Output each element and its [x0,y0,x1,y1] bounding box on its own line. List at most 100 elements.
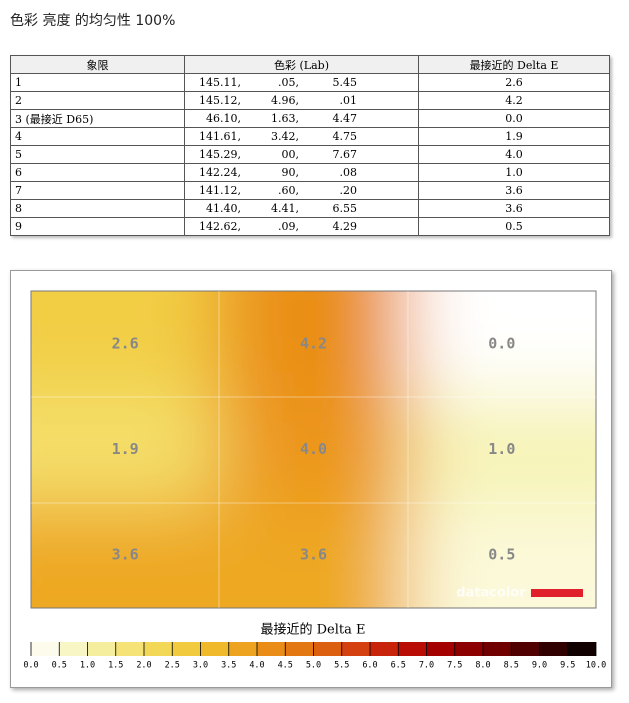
lab-value: 46.10, 1.63, 4.47 [184,109,419,128]
colorbar-tick-label: 6.5 [391,661,406,671]
colorbar-tick-label: 8.5 [504,661,519,671]
lab-component: 4.96, [271,94,299,107]
lab-component: 3.42, [271,130,299,143]
lab-component: 141.12, [199,184,241,197]
cell-label: 3.6 [112,546,139,564]
quadrant: 3 (最接近 D65) [10,109,185,128]
delta-e: 4.2 [418,91,610,110]
lab-component: 4.29 [332,220,358,233]
heat-cell [219,291,408,397]
colorbar-segment [257,642,286,656]
heat-cell [219,502,408,608]
cell-label: 4.2 [300,334,327,352]
colorbar-title: 最接近的 Delta E [260,622,365,638]
lab-component: 141.61, [199,130,241,143]
colorbar-segment [370,642,399,656]
heat-cell [31,396,220,503]
quadrant: 8 [10,199,185,218]
quadrant: 2 [10,91,185,110]
lab-value: 145.29, 00, 7.67 [184,145,419,164]
delta-e: 4.0 [418,145,610,164]
lab-component: 6.55 [332,202,358,215]
lab-component: 142.24, [199,166,241,179]
table-row: 8 41.40, 4.41, 6.55 3.6 [10,199,610,218]
colorbar-segment [313,642,342,656]
lab-value: 142.62, .09, 4.29 [184,217,419,236]
column-header: 色彩 (Lab) [184,55,419,74]
table-row: 6 142.24, 90, .08 1.0 [10,163,610,182]
colorbar-tick-label: 0.0 [23,661,38,671]
colorbar-segment [454,642,483,656]
delta-e: 1.9 [418,127,610,146]
colorbar-segment [511,642,540,656]
cell-label: 0.0 [488,334,515,352]
heat-cell [407,396,596,503]
delta-e: 3.6 [418,181,610,200]
cell-label: 1.9 [112,440,139,458]
colorbar-segment [144,642,173,656]
colorbar-segment [341,642,370,656]
delta-e: 1.0 [418,163,610,182]
colorbar-segment [87,642,116,656]
lab-value: 41.40, 4.41, 6.55 [184,199,419,218]
delta-e: 0.0 [418,109,610,128]
delta-e: 0.5 [418,217,610,236]
colorbar-tick-label: 2.5 [165,661,180,671]
lab-component: 46.10, [206,112,241,125]
lab-component: .05, [278,76,299,89]
table-row: 2 145.12, 4.96, .01 4.2 [10,91,610,110]
quadrant: 9 [10,217,185,236]
lab-value: 141.61, 3.42, 4.75 [184,127,419,146]
colorbar-segment [59,642,88,656]
delta-e: 3.6 [418,199,610,218]
lab-component: 145.11, [199,76,241,89]
delta-e: 2.6 [418,73,610,92]
colorbar-tick-label: 4.5 [278,661,293,671]
colorbar-tick-label: 5.0 [306,661,321,671]
lab-value: 142.24, 90, .08 [184,163,419,182]
column-header: 最接近的 Delta E [418,55,610,74]
lab-component: 145.12, [199,94,241,107]
colorbar-tick-label: 1.5 [108,661,123,671]
lab-value: 145.12, 4.96, .01 [184,91,419,110]
cell-label: 0.5 [488,546,515,564]
lab-component: 7.67 [332,148,358,161]
heat-cell [407,291,596,397]
data-table: 象限 色彩 (Lab) 最接近的 Delta E 1 145.11, .05, 5.45 2.… [10,55,610,236]
quadrant: 7 [10,181,185,200]
page-title: 色彩 亮度 的均匀性 100% [10,13,176,29]
lab-component: .09, [278,220,299,233]
cell-label: 2.6 [112,334,139,352]
lab-component: 4.75 [332,130,358,143]
lab-component: 5.45 [332,76,358,89]
colorbar-tick-label: 8.0 [475,661,490,671]
lab-component: 4.41, [271,202,299,215]
column-header: 象限 [10,55,185,74]
plot-border [30,290,597,609]
heat-cell [219,396,408,503]
lab-component: .20 [339,184,358,197]
header-row: 象限 色彩 (Lab) 最接近的 Delta E [10,55,610,74]
colorbar-segment [228,642,257,656]
lab-component: 1.63, [271,112,299,125]
quadrant: 6 [10,163,185,182]
lab-component: 142.62, [199,220,241,233]
lab-component: 00, [281,148,300,161]
colorbar-tick-label: 6.0 [362,661,377,671]
table-row: 1 145.11, .05, 5.45 2.6 [10,73,610,92]
quadrant: 5 [10,145,185,164]
lab-component: .01 [339,94,358,107]
lab-component: 145.29, [199,148,241,161]
colorbar-tick-label: 4.0 [249,661,264,671]
watermark-bar [531,589,583,597]
cell-label: 4.0 [300,440,327,458]
colorbar-tick-label: 2.0 [136,661,151,671]
colorbar-segment [172,642,201,656]
watermark: datacolor [456,586,526,601]
colorbar-segment [539,642,568,656]
cell-label: 3.6 [300,546,327,564]
colorbar-segment [426,642,455,656]
colorbar-segment [567,642,596,656]
quadrant: 4 [10,127,185,146]
